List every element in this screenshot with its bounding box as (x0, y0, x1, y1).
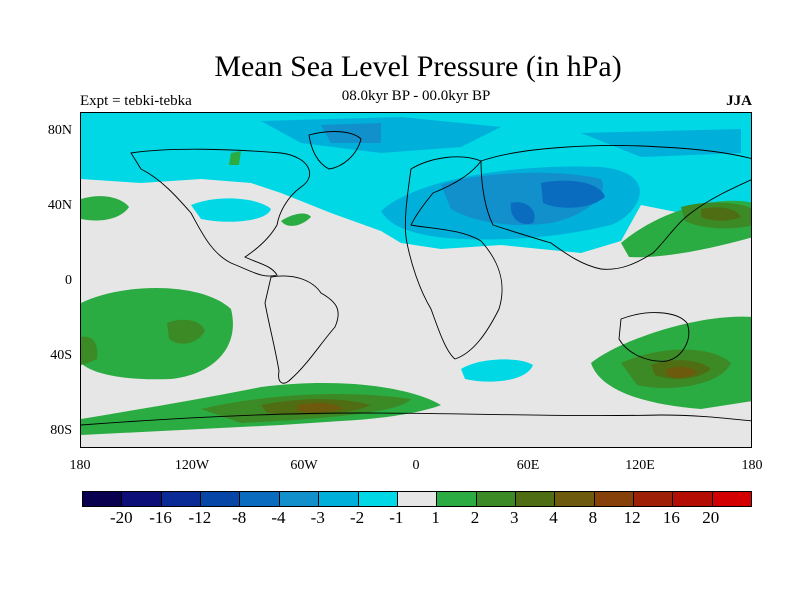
colorbar-swatch (634, 492, 674, 506)
colorbar-swatch (712, 492, 752, 506)
map-canvas (81, 113, 751, 435)
pressure-map (80, 112, 752, 448)
colorbar-tick-label: 16 (662, 508, 680, 527)
colorbar-swatch (122, 492, 162, 506)
lon-label-0: 0 (412, 458, 420, 473)
europe-africa-outline (404, 156, 503, 360)
colorbar-tick-label: -8 (232, 508, 247, 527)
colorbar-tick-label: -16 (149, 508, 172, 527)
continent-outlines (81, 131, 751, 426)
lon-label-60w: 60W (290, 458, 318, 473)
lon-label-180w: 180 (69, 458, 91, 473)
colorbar-swatch (83, 492, 123, 506)
colorbar-tick-label: 2 (470, 508, 480, 527)
lat-label-0: 0 (65, 273, 72, 288)
colorbar (82, 491, 752, 507)
colorbar-swatch (319, 492, 359, 506)
colorbar-tick-label: -20 (109, 508, 133, 527)
lat-label-40n: 40N (47, 198, 72, 213)
antarctica-outline (81, 412, 751, 426)
anomaly-fill-minus4 (510, 180, 605, 225)
colorbar-tick-label: 3 (509, 508, 519, 527)
colorbar-swatch (673, 492, 713, 506)
colorbar-tick-label: 1 (431, 508, 440, 527)
colorbar-swatch (437, 492, 477, 506)
colorbar-swatch (240, 492, 280, 506)
colorbar-tick-label: -4 (271, 508, 286, 527)
south-america-outline (264, 275, 339, 384)
lat-label-80s: 80S (50, 423, 72, 438)
colorbar-swatch (358, 492, 398, 506)
colorbar-tick-label: -12 (188, 508, 212, 527)
colorbar-tick-label: -3 (310, 508, 325, 527)
colorbar-tick-label: 12 (623, 508, 641, 527)
colorbar-tick-label: -1 (389, 508, 404, 527)
time-range-subtitle: 08.0kyr BP - 00.0kyr BP (341, 88, 491, 104)
colorbar-swatch (594, 492, 635, 506)
chart-title: Mean Sea Level Pressure (in hPa) (214, 50, 622, 83)
colorbar-tick-label: 4 (549, 508, 558, 527)
australia-outline (618, 312, 690, 362)
colorbar-swatch (201, 492, 241, 506)
lon-label-180e: 180 (741, 458, 763, 473)
north-america-outline (130, 148, 311, 277)
colorbar-tick-label: 8 (588, 508, 598, 527)
greenland-outline (308, 131, 362, 170)
colorbar-swatch (397, 492, 438, 506)
colorbar-swatch (161, 492, 202, 506)
asia-outline (480, 145, 751, 270)
experiment-label: Expt = tebki-tebka (80, 93, 192, 109)
colorbar-tick-label: 20 (702, 508, 720, 527)
colorbar-swatch (279, 492, 320, 506)
lon-label-120w: 120W (174, 458, 210, 473)
lon-label-120e: 120E (625, 458, 655, 473)
colorbar-swatch (515, 492, 556, 506)
colorbar-tick-label: -2 (349, 508, 365, 527)
colorbar-swatch (476, 492, 516, 506)
colorbar-swatch (555, 492, 595, 506)
lon-label-60e: 60E (516, 458, 540, 473)
anomaly-fill-plus4 (297, 366, 697, 413)
lat-label-40s: 40S (50, 348, 72, 363)
season-label: JJA (726, 93, 752, 109)
lat-label-80n: 80N (47, 123, 72, 138)
